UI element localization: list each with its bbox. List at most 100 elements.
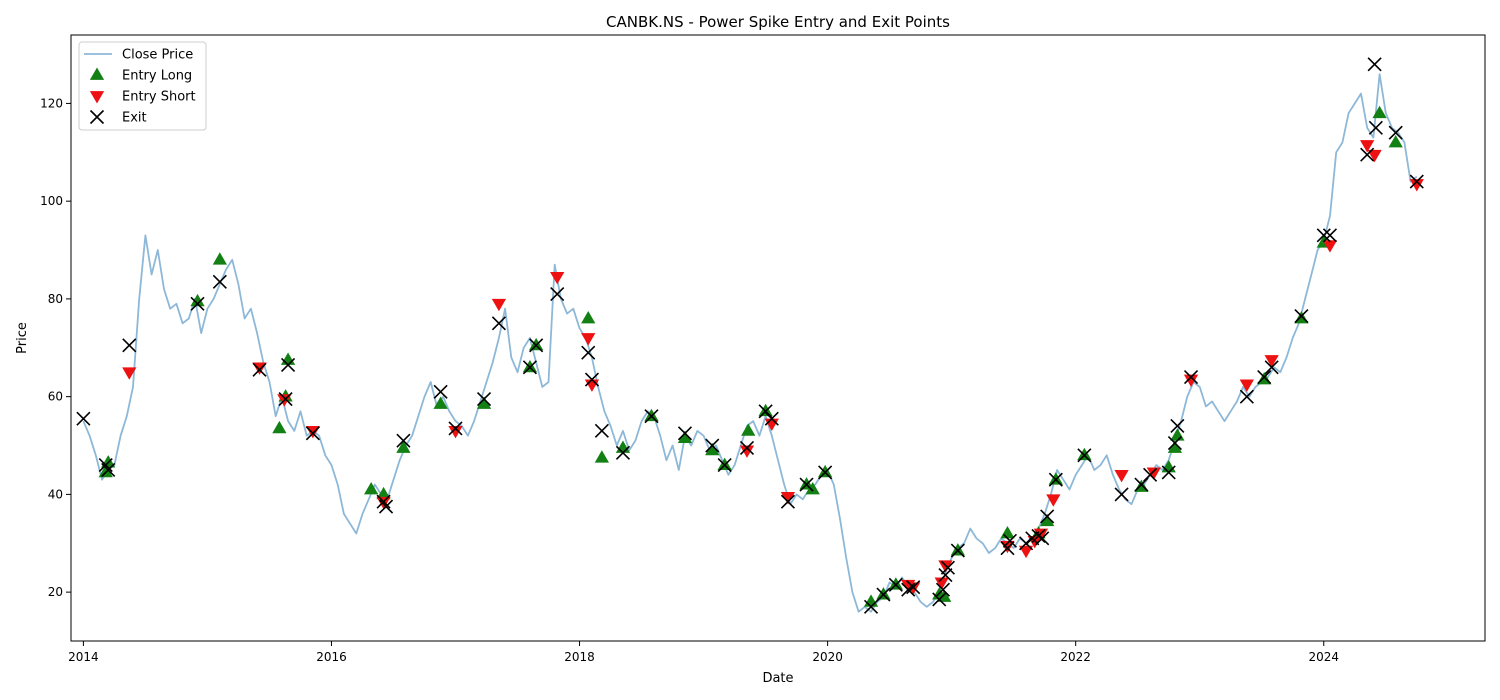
entry-long-marker <box>1372 105 1387 119</box>
entry-long-marker <box>677 430 693 444</box>
entry-short-marker <box>1033 528 1049 541</box>
exit-marker <box>433 384 448 399</box>
entry-short-marker <box>739 445 755 458</box>
entry-short-marker <box>1239 379 1254 392</box>
legend-label: Entry Short <box>122 90 196 105</box>
exit-marker <box>1322 228 1338 243</box>
entry-short-marker <box>780 491 796 505</box>
exit-marker <box>876 587 891 602</box>
entry-short-marker <box>934 577 949 590</box>
x-tick-label: 2018 <box>564 650 595 664</box>
exit-marker <box>938 567 953 583</box>
exit-marker <box>101 462 116 478</box>
entry-long-marker <box>98 464 113 478</box>
exit-marker <box>1035 531 1050 546</box>
exit-marker <box>491 316 506 331</box>
exit-marker <box>780 494 795 509</box>
entry-short-marker <box>764 418 779 432</box>
series-2 <box>122 140 1424 595</box>
entry-short-marker <box>906 582 921 595</box>
exit-marker <box>550 286 565 302</box>
x-tick-label: 2024 <box>1308 650 1339 664</box>
exit-marker <box>932 592 947 607</box>
y-tick-label: 60 <box>48 390 63 404</box>
legend-label: Exit <box>122 111 147 126</box>
entry-long-marker <box>396 440 411 453</box>
exit-marker <box>1048 472 1063 487</box>
entry-long-marker <box>705 442 720 456</box>
exit-marker <box>584 372 600 387</box>
plot-layer <box>76 57 1424 614</box>
exit-marker <box>378 499 394 514</box>
entry-short-marker <box>1018 545 1034 559</box>
entry-long-marker <box>644 408 659 422</box>
exit-marker <box>529 338 544 353</box>
entry-long-marker <box>1388 135 1403 148</box>
entry-short-marker <box>938 560 953 573</box>
exit-marker <box>1170 418 1185 434</box>
exit-marker <box>280 357 296 372</box>
entry-short-marker <box>491 298 507 312</box>
x-axis-label: Date <box>762 671 793 686</box>
exit-marker <box>1002 533 1018 548</box>
exit-marker <box>1031 528 1046 543</box>
entry-short-marker <box>584 379 600 392</box>
series-1 <box>98 105 1403 607</box>
entry-long-marker <box>529 337 544 351</box>
exit-marker <box>677 426 693 441</box>
close-price-line <box>82 73 1418 613</box>
exit-marker <box>212 274 227 289</box>
x-tick-label: 2016 <box>316 650 347 664</box>
exit-marker <box>1257 370 1272 385</box>
exit-marker <box>252 362 267 377</box>
entry-short-marker <box>550 272 565 285</box>
entry-long-marker <box>433 396 448 409</box>
exit-marker <box>764 411 779 426</box>
exit-marker <box>717 457 732 473</box>
exit-marker <box>818 465 833 480</box>
exit-marker <box>888 577 903 592</box>
exit-marker <box>901 582 916 597</box>
entry-short-marker <box>1114 469 1129 483</box>
y-axis-label: Price <box>15 322 30 354</box>
entry-long-marker <box>522 359 538 373</box>
entry-short-marker <box>448 425 463 439</box>
exit-marker <box>615 445 631 460</box>
entry-long-marker <box>863 594 879 607</box>
exit-marker <box>799 477 814 492</box>
entry-long-marker <box>758 403 773 417</box>
exit-marker <box>396 433 411 448</box>
x-tick-label: 2014 <box>68 650 99 664</box>
entry-short-marker <box>1183 374 1199 388</box>
y-axis: 20 40 60 80 100 120 <box>40 96 71 599</box>
exit-marker <box>278 392 293 407</box>
exit-marker <box>644 409 659 424</box>
legend-swatch-x <box>89 109 105 125</box>
entry-long-marker <box>1167 440 1183 453</box>
exit-marker <box>1040 509 1055 524</box>
entry-short-marker <box>1360 140 1375 153</box>
y-tick-label: 120 <box>40 96 63 110</box>
entry-long-marker <box>1000 525 1015 539</box>
entry-short-marker <box>1264 355 1279 368</box>
legend-label: Entry Long <box>122 69 192 84</box>
exit-marker <box>739 440 755 456</box>
exit-marker <box>376 494 391 509</box>
exit-marker <box>1114 487 1129 502</box>
exit-marker <box>1367 57 1382 72</box>
exit-marker <box>1077 448 1092 463</box>
entry-short-marker <box>1046 494 1061 507</box>
legend-swatch-triangle-down <box>89 91 105 104</box>
chart-title: CANBK.NS - Power Spike Entry and Exit Po… <box>606 13 950 31</box>
entry-long-marker <box>212 252 227 265</box>
entry-long-marker <box>364 482 379 495</box>
exit-marker <box>1368 120 1383 135</box>
exit-marker <box>1360 147 1375 162</box>
exit-marker <box>1388 125 1403 140</box>
exit-marker <box>1019 536 1034 551</box>
exit-marker <box>1167 436 1182 451</box>
y-tick-label: 40 <box>48 487 63 501</box>
entry-long-marker <box>280 352 296 365</box>
entry-short-marker <box>1409 179 1424 192</box>
